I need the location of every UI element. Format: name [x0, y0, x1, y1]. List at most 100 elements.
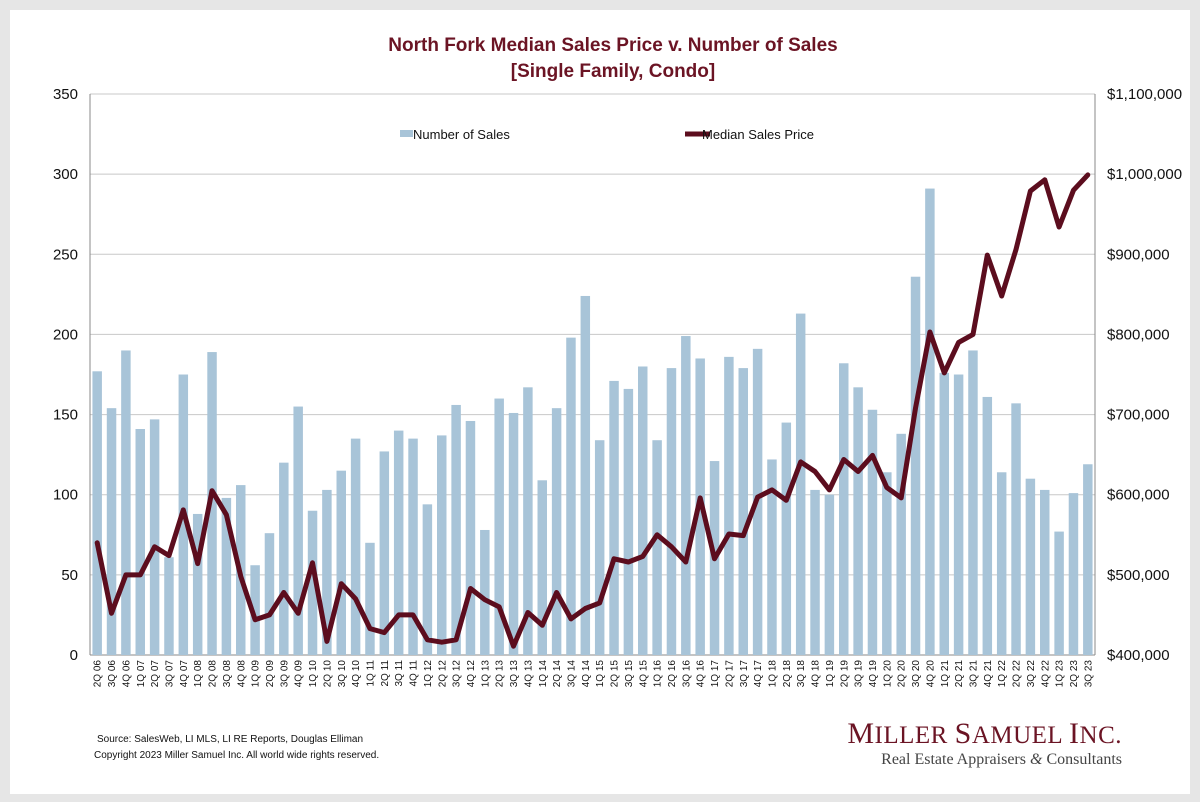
chart-card: North Fork Median Sales Price v. Number … [10, 10, 1190, 794]
x-axis: 2Q 06 3Q 06 4Q 06 1Q 07 2Q 07 3Q 07 4Q 07 1Q 08… [93, 660, 1095, 688]
left-axis-tick: 100 [53, 487, 78, 504]
chart-title-line2: [Single Family, Condo] [511, 61, 715, 82]
x-tick-label: 4Q 09 [294, 660, 305, 688]
chart-title-line1: North Fork Median Sales Price v. Number … [388, 35, 837, 56]
bar [480, 529, 490, 655]
x-tick-label: 3Q 07 [164, 660, 175, 688]
bar [494, 398, 504, 655]
x-tick-label: 4Q 21 [983, 660, 994, 688]
x-tick-label: 2Q 18 [782, 660, 793, 688]
bar [537, 480, 547, 655]
bar [465, 420, 476, 655]
x-tick-label: 3Q 23 [1083, 660, 1094, 688]
bar [379, 451, 390, 655]
line-series [94, 172, 1091, 649]
legend-swatch-sales [400, 130, 413, 137]
bar [508, 412, 519, 655]
bar [968, 350, 978, 655]
x-tick-label: 3Q 10 [337, 660, 348, 688]
bar [250, 565, 260, 655]
bar [867, 409, 878, 655]
x-tick-label: 3Q 12 [452, 660, 463, 688]
left-axis-tick: 0 [70, 647, 78, 664]
bar [92, 371, 102, 655]
x-tick-label: 3Q 18 [796, 660, 807, 688]
x-tick-label: 1Q 09 [251, 660, 262, 688]
right-axis-tick: $800,000 [1107, 326, 1170, 343]
x-tick-label: 4Q 08 [236, 660, 247, 688]
left-axis-tick: 300 [53, 166, 78, 183]
chart: North Fork Median Sales Price v. Number … [53, 35, 1182, 688]
bar [207, 352, 217, 655]
bar [738, 368, 748, 655]
x-tick-label: 1Q 23 [1055, 660, 1066, 688]
bar [925, 188, 935, 655]
x-tick-label: 3Q 15 [624, 660, 635, 688]
right-axis-tick: $400,000 [1107, 647, 1170, 664]
x-tick-label: 3Q 21 [968, 660, 979, 688]
bar [666, 368, 677, 655]
x-tick-label: 4Q 17 [753, 660, 764, 688]
bar [192, 513, 203, 655]
x-tick-label: 4Q 10 [351, 660, 362, 688]
left-axis: 0 50 100 150 200 250 300 350 [53, 86, 78, 664]
left-axis-tick: 250 [53, 246, 78, 263]
right-axis-tick: $600,000 [1107, 487, 1170, 504]
x-tick-label: 3Q 14 [566, 660, 577, 688]
bar [451, 404, 461, 655]
right-axis-tick: $700,000 [1107, 407, 1170, 424]
bar [1011, 403, 1021, 655]
bar [106, 408, 117, 655]
bar [135, 428, 145, 655]
x-tick-label: 2Q 14 [552, 660, 563, 688]
x-tick-label: 3Q 09 [279, 660, 290, 688]
x-tick-label: 4Q 14 [581, 660, 592, 688]
right-axis-tick: $1,000,000 [1107, 166, 1182, 183]
x-tick-label: 2Q 10 [322, 660, 333, 688]
bar [1025, 478, 1036, 655]
bar [652, 440, 662, 655]
x-tick-label: 2Q 22 [1012, 660, 1023, 688]
bar [623, 388, 634, 655]
x-tick-label: 2Q 08 [208, 660, 219, 688]
x-tick-label: 1Q 10 [308, 660, 319, 688]
bar [307, 510, 318, 655]
bar [408, 438, 418, 655]
x-tick-label: 2Q 21 [954, 660, 965, 688]
bar [336, 470, 346, 655]
x-tick-label: 1Q 22 [997, 660, 1008, 688]
x-tick-label: 3Q 06 [107, 660, 118, 688]
x-tick-label: 4Q 16 [696, 660, 707, 688]
x-tick-label: 1Q 15 [595, 660, 606, 688]
bar [566, 337, 576, 655]
bar [638, 366, 648, 655]
x-tick-label: 1Q 14 [538, 660, 549, 688]
bar [795, 313, 806, 655]
bar [882, 472, 892, 655]
bar [996, 472, 1007, 655]
bar [580, 295, 591, 655]
bar [350, 438, 361, 655]
right-axis: $400,000 $500,000 $600,000 $700,000 $800,000… [1107, 86, 1182, 664]
x-tick-label: 2Q 23 [1069, 660, 1080, 688]
company-logo-name: MILLER SAMUEL INC. [847, 717, 1122, 750]
bar [264, 533, 275, 655]
bar [422, 504, 433, 655]
bar [393, 430, 404, 655]
x-tick-label: 4Q 07 [179, 660, 190, 688]
x-tick-label: 1Q 13 [480, 660, 491, 688]
bar [953, 374, 964, 655]
x-tick-label: 4Q 18 [811, 660, 822, 688]
bar [293, 406, 303, 655]
x-tick-label: 2Q 06 [93, 660, 104, 688]
legend: Number of Sales Median Sales Price [400, 127, 814, 142]
bar [221, 497, 232, 655]
bar [1040, 489, 1050, 655]
bar [164, 557, 174, 655]
bar [853, 387, 863, 655]
x-tick-label: 1Q 20 [882, 660, 893, 688]
x-tick-label: 2Q 09 [265, 660, 276, 688]
left-axis-tick: 350 [53, 86, 78, 103]
x-tick-label: 3Q 08 [222, 660, 233, 688]
x-tick-label: 2Q 11 [380, 660, 391, 687]
